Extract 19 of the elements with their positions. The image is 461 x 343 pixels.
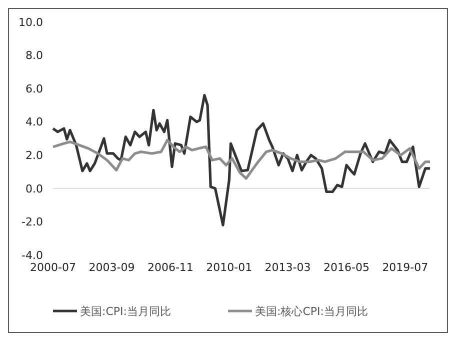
y-tick-label: 6.0 [26, 82, 43, 96]
y-tick-label: -2.0 [22, 216, 43, 229]
y-tick-label: 10.0 [18, 16, 43, 29]
x-tick-label: 2010-01 [206, 261, 252, 274]
y-tick-label: 0.0 [26, 182, 43, 196]
x-tick-label: 2019-07 [382, 261, 428, 274]
legend-label: 美国:核心CPI:当月同比 [255, 304, 368, 318]
legend-label: 美国:CPI:当月同比 [80, 304, 171, 318]
y-tick-label: 2.0 [26, 148, 43, 162]
x-tick-label: 2006-11 [147, 261, 194, 274]
x-tick-label: 2016-05 [324, 261, 370, 274]
x-tick-label: 2000-07 [30, 261, 76, 274]
line-series [52, 94, 432, 226]
y-tick-label: -4.0 [22, 248, 43, 262]
y-tick-label: 8.0 [26, 49, 43, 62]
x-tick-label: 2013-03 [264, 261, 311, 274]
line-series [52, 138, 432, 180]
y-tick-label: 4.0 [26, 116, 43, 129]
x-tick-label: 2003-09 [88, 261, 135, 274]
